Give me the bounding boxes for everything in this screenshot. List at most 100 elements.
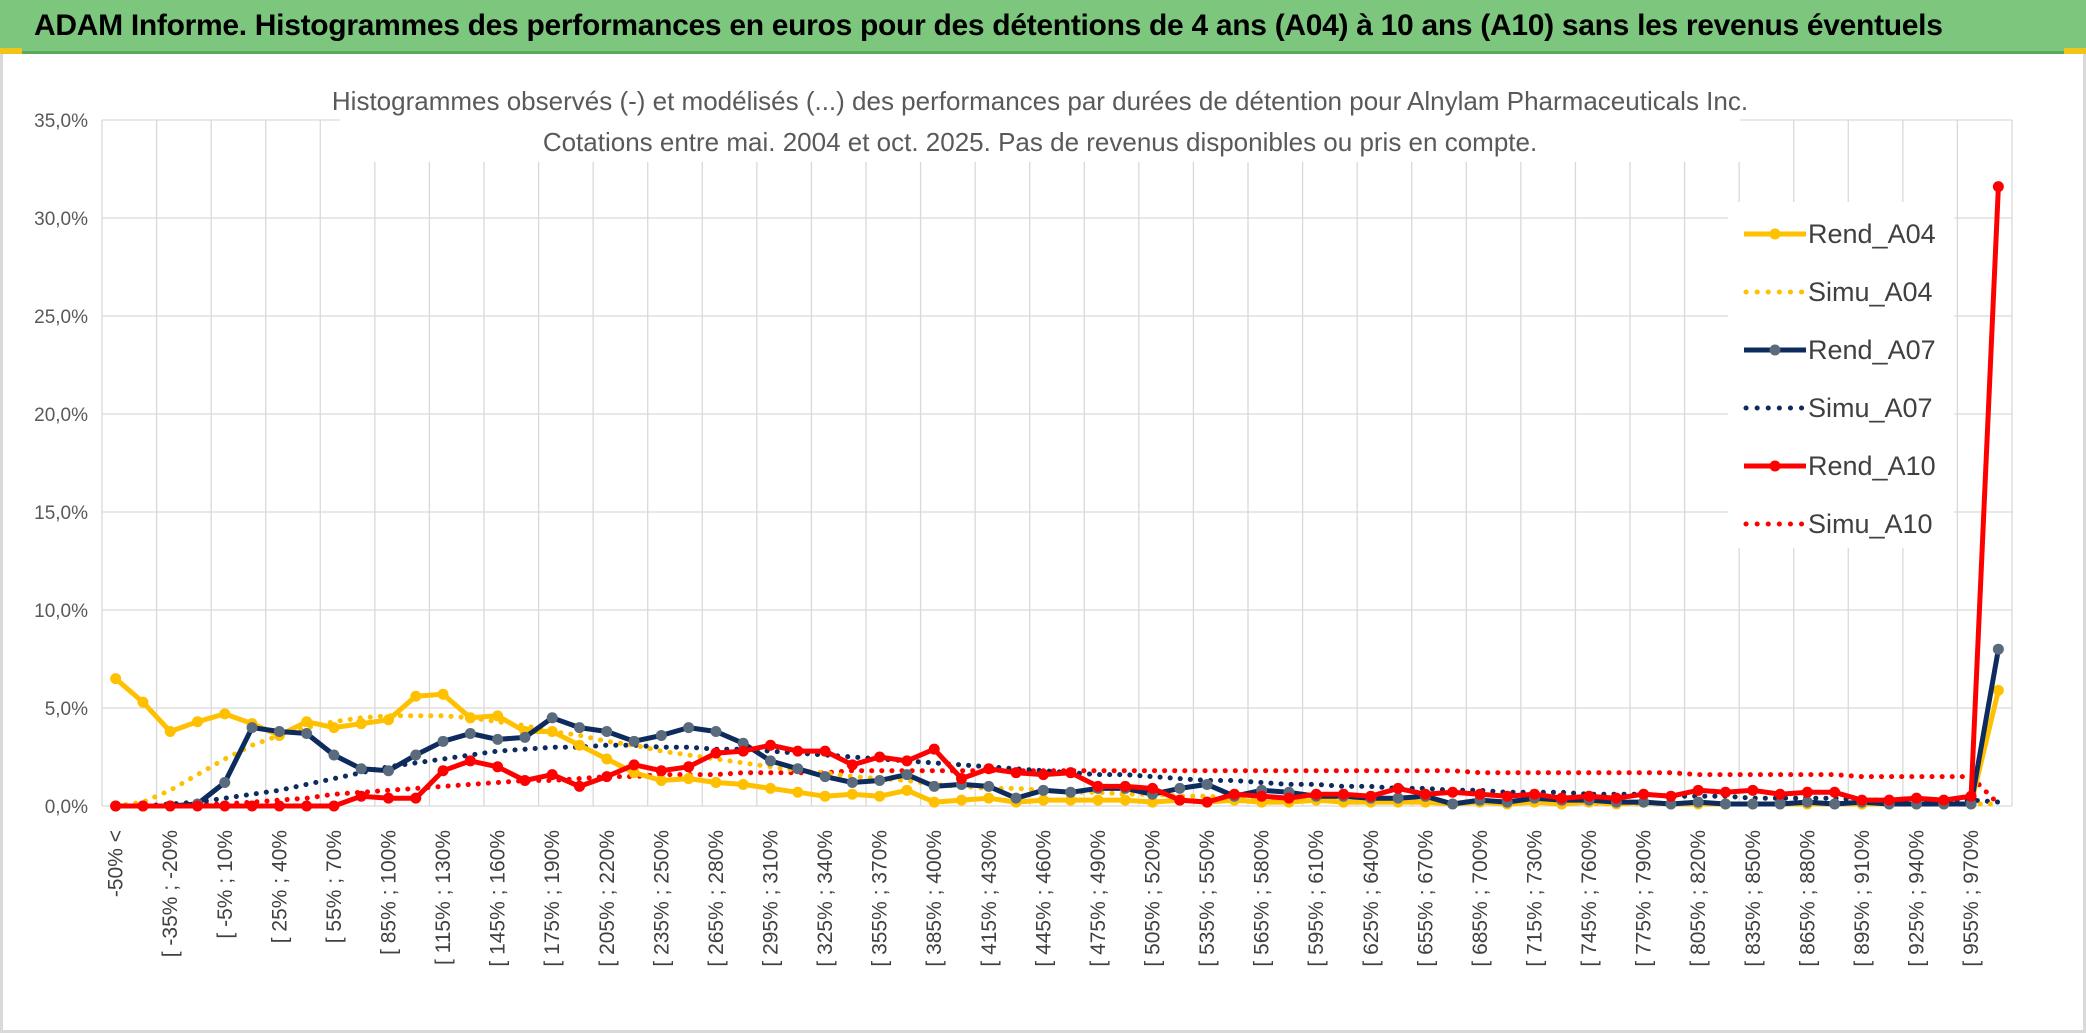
data-point-rend-a07 xyxy=(1638,796,1650,808)
title-banner: ADAM Informe. Histogrammes des performan… xyxy=(0,0,2086,54)
legend-label-simu-a04: Simu_A04 xyxy=(1808,277,1933,307)
data-point-rend-a10 xyxy=(1010,767,1022,779)
data-point-rend-a07 xyxy=(601,726,613,738)
data-point-rend-a04 xyxy=(983,792,995,804)
legend-label-rend-a07: Rend_A07 xyxy=(1808,335,1936,365)
data-point-rend-a07 xyxy=(574,722,585,734)
data-point-rend-a04 xyxy=(110,673,122,685)
data-point-rend-a10 xyxy=(928,743,940,755)
data-point-rend-a04 xyxy=(737,778,749,790)
data-point-rend-a07 xyxy=(519,731,531,743)
x-tick-label: [ 505% ; 520% xyxy=(1142,830,1165,967)
data-point-rend-a04 xyxy=(137,696,149,708)
data-point-rend-a04 xyxy=(437,688,449,700)
data-point-rend-a07 xyxy=(1447,798,1459,810)
y-tick-label: 0,0% xyxy=(45,797,88,818)
data-point-rend-a07 xyxy=(819,771,831,783)
data-point-rend-a10 xyxy=(1938,794,1950,806)
data-point-rend-a07 xyxy=(273,726,285,738)
data-point-rend-a10 xyxy=(355,790,367,802)
data-point-rend-a10 xyxy=(1610,792,1622,804)
data-point-rend-a07 xyxy=(1392,792,1404,804)
data-point-rend-a10 xyxy=(219,800,231,812)
data-point-rend-a07 xyxy=(792,763,804,775)
x-tick-label: [ 805% ; 820% xyxy=(1687,830,1710,967)
legend-marker-rend-a10 xyxy=(1769,460,1781,472)
x-tick-label: [ 85% ; 100% xyxy=(378,830,401,955)
data-point-rend-a10 xyxy=(1529,788,1540,800)
data-point-rend-a04 xyxy=(546,726,558,738)
y-tick-label: 30,0% xyxy=(34,209,88,230)
data-point-rend-a10 xyxy=(710,747,722,759)
data-point-rend-a10 xyxy=(492,761,504,773)
data-point-rend-a07 xyxy=(1201,778,1213,790)
x-tick-label: [ 655% ; 670% xyxy=(1414,830,1437,967)
data-point-rend-a07 xyxy=(1665,798,1677,810)
data-point-rend-a10 xyxy=(737,745,749,757)
data-point-rend-a10 xyxy=(273,800,285,812)
legend-label-simu-a10: Simu_A10 xyxy=(1808,509,1933,539)
x-tick-label: [ 355% ; 370% xyxy=(869,830,892,967)
x-tick-label: [ 445% ; 460% xyxy=(1032,830,1055,967)
x-tick-label: [ 415% ; 430% xyxy=(978,830,1001,967)
data-point-rend-a10 xyxy=(765,739,776,751)
data-point-rend-a04 xyxy=(792,786,804,798)
data-point-rend-a04 xyxy=(710,776,722,788)
x-tick-label: [ 115% ; 130% xyxy=(432,830,455,965)
data-point-rend-a10 xyxy=(1147,782,1158,794)
data-point-rend-a07 xyxy=(355,763,367,775)
x-tick-label: [ 595% ; 610% xyxy=(1305,830,1328,967)
data-point-rend-a10 xyxy=(301,800,313,812)
legend-marker-rend-a07 xyxy=(1769,344,1781,356)
chart-title: Histogrammes observés (-) et modélisés (… xyxy=(332,80,1748,162)
data-point-rend-a07 xyxy=(328,749,340,761)
data-point-rend-a07 xyxy=(219,776,231,788)
data-point-rend-a04 xyxy=(874,790,886,802)
data-point-rend-a10 xyxy=(1310,788,1322,800)
data-point-rend-a10 xyxy=(655,765,667,777)
data-point-rend-a10 xyxy=(1665,790,1677,802)
data-point-rend-a10 xyxy=(792,745,804,757)
legend: Rend_A04 Simu_A04 Rend_A07 Simu_A07 Rend_A10… xyxy=(1728,202,1954,548)
legend-label-rend-a10: Rend_A10 xyxy=(1808,451,1936,481)
x-tick-label: [ 475% ; 490% xyxy=(1087,830,1110,967)
data-point-rend-a10 xyxy=(1474,788,1486,800)
grid-layer xyxy=(101,119,2013,807)
chart-title-line-2: Cotations entre mai. 2004 et oct. 2025. … xyxy=(543,127,1537,157)
banner-accent-left xyxy=(0,48,22,54)
data-point-rend-a07 xyxy=(765,755,776,767)
data-point-rend-a04 xyxy=(383,714,394,726)
data-point-rend-a10 xyxy=(546,769,558,781)
data-point-rend-a10 xyxy=(574,780,585,792)
data-point-rend-a07 xyxy=(437,735,449,747)
x-tick-label: [ 685% ; 700% xyxy=(1469,830,1492,967)
x-tick-label: [ 235% ; 250% xyxy=(650,830,673,967)
data-point-rend-a07 xyxy=(737,737,749,749)
data-point-rend-a10 xyxy=(1392,782,1404,794)
data-point-rend-a04 xyxy=(683,773,695,785)
x-tick-label: [ -5% ; 10% xyxy=(214,830,237,939)
data-point-rend-a10 xyxy=(1447,786,1459,798)
data-point-rend-a10 xyxy=(519,775,531,787)
data-point-rend-a07 xyxy=(1965,798,1977,810)
data-point-rend-a04 xyxy=(1119,794,1131,806)
x-tick-label: [ 145% ; 160% xyxy=(487,830,510,967)
data-point-rend-a10 xyxy=(1856,794,1868,806)
data-point-rend-a10 xyxy=(1501,790,1513,802)
data-point-rend-a07 xyxy=(1774,798,1786,810)
data-point-rend-a10 xyxy=(601,771,613,783)
data-point-rend-a04 xyxy=(410,690,422,702)
x-tick-label: [ 565% ; 580% xyxy=(1251,830,1274,967)
x-tick-label: [ 925% ; 940% xyxy=(1906,830,1929,967)
data-point-rend-a10 xyxy=(1583,790,1595,802)
data-point-rend-a10 xyxy=(874,751,886,763)
data-point-rend-a04 xyxy=(192,716,203,728)
data-point-rend-a04 xyxy=(1992,684,2004,696)
x-tick-label: [ 745% ; 760% xyxy=(1578,830,1601,967)
data-point-rend-a10 xyxy=(1338,788,1349,800)
y-tick-label: 25,0% xyxy=(34,307,88,328)
data-point-rend-a10 xyxy=(901,755,913,767)
data-point-rend-a10 xyxy=(1228,788,1240,800)
y-tick-label: 10,0% xyxy=(34,601,88,622)
